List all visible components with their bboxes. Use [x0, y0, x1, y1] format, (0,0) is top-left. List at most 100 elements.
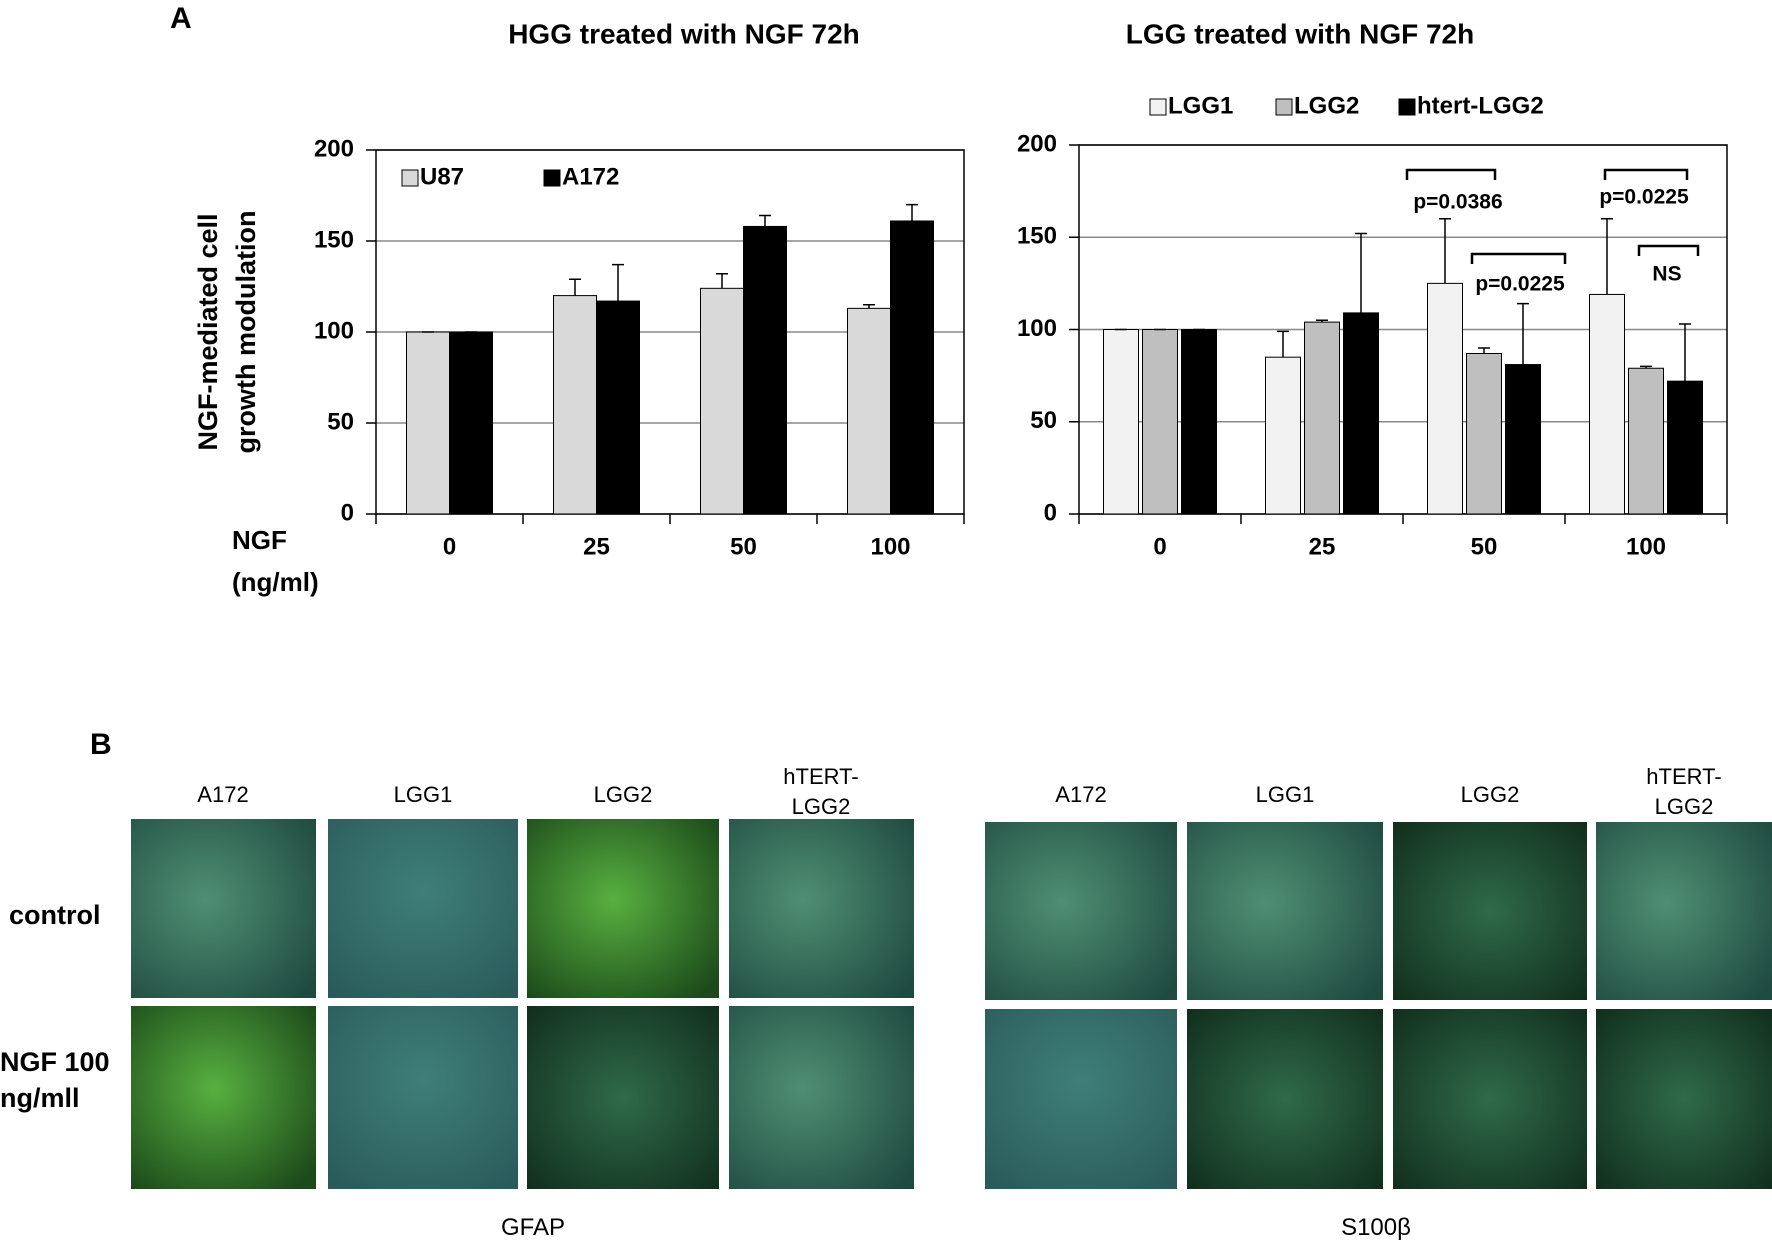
micrograph	[328, 819, 518, 998]
error-bar	[1355, 232, 1367, 313]
y-tick-label: 100	[1017, 315, 1057, 342]
y-axis-label: NGF-mediated cell	[193, 213, 223, 450]
bar	[1589, 293, 1625, 515]
micrograph	[729, 1006, 914, 1189]
x-tick-label: 25	[583, 533, 610, 560]
error-bar	[906, 203, 918, 221]
error-bar	[716, 273, 728, 289]
bar	[1181, 329, 1217, 515]
bar	[553, 295, 597, 515]
panel-label: B	[90, 728, 112, 761]
y-tick-label: 100	[314, 317, 354, 344]
y-tick-label: 200	[1017, 130, 1057, 157]
y-tick-label: 150	[1017, 223, 1057, 250]
legend-swatch	[1149, 98, 1167, 116]
bar	[449, 331, 493, 515]
bar	[1343, 312, 1379, 515]
y-tick-label: 50	[327, 408, 354, 435]
chart-title: HGG treated with NGF 72h	[508, 18, 860, 49]
bar	[1304, 321, 1340, 515]
column-label: LGG2	[1460, 782, 1520, 807]
y-tick-label: 150	[314, 226, 354, 253]
x-tick-label: 0	[443, 533, 456, 560]
row-label: NGF 100 ng/mll	[0, 1047, 110, 1113]
x-axis-label: NGF	[232, 525, 287, 555]
bar	[847, 307, 891, 515]
bar	[743, 225, 787, 515]
row-label: control	[9, 900, 101, 930]
significance-bracket	[1405, 168, 1497, 180]
micrographs	[131, 819, 1772, 1189]
legend-swatch	[401, 169, 419, 187]
bar	[890, 220, 934, 515]
legend-swatch	[1398, 98, 1416, 116]
column-label: LGG2	[593, 782, 653, 807]
micrograph	[729, 819, 914, 998]
error-bar	[1679, 323, 1691, 382]
micrograph	[1187, 822, 1383, 1000]
column-label: hTERT-LGG2	[783, 764, 859, 819]
bar	[596, 300, 640, 515]
annotation: p=0.0225	[1475, 273, 1565, 296]
bar	[700, 287, 744, 515]
significance-bracket	[1603, 168, 1689, 180]
legend-label: U87	[420, 163, 464, 190]
bar	[1628, 367, 1664, 515]
significance-bracket	[1637, 244, 1700, 256]
stain-label: S100β	[1341, 1214, 1411, 1241]
y-tick-label: 0	[341, 499, 354, 526]
micrograph	[1393, 1009, 1587, 1189]
micrograph	[1596, 822, 1772, 1000]
x-tick-label: 50	[1471, 533, 1498, 560]
panel-label: A	[170, 2, 192, 35]
error-bar	[1601, 218, 1613, 295]
bar	[406, 331, 450, 515]
column-label: LGG1	[393, 782, 453, 807]
x-axis-label: (ng/ml)	[232, 567, 319, 597]
column-label: LGG1	[1255, 782, 1315, 807]
micrograph	[1187, 1009, 1383, 1189]
micrograph	[527, 1006, 719, 1189]
x-tick-label: 100	[1626, 533, 1666, 560]
micrograph	[985, 822, 1177, 1000]
column-label: A172	[1055, 782, 1107, 807]
column-label: hTERT-LGG2	[1646, 764, 1722, 819]
error-bar	[1478, 347, 1490, 354]
micrograph	[131, 819, 316, 998]
legend-label: A172	[562, 163, 619, 190]
x-tick-label: 100	[870, 533, 910, 560]
micrograph	[527, 819, 719, 998]
annotation: p=0.0225	[1599, 186, 1689, 209]
micrograph	[1393, 822, 1587, 1000]
x-tick-label: 50	[730, 533, 757, 560]
bar	[1103, 329, 1139, 515]
y-tick-label: 200	[314, 135, 354, 162]
error-bar	[569, 278, 581, 296]
annotation: NS	[1652, 263, 1681, 286]
bar	[1142, 329, 1178, 515]
bar	[1466, 352, 1502, 515]
annotation: p=0.0386	[1413, 191, 1502, 214]
x-tick-label: 0	[1153, 533, 1166, 560]
bar	[1265, 356, 1301, 515]
micrograph	[1596, 1009, 1772, 1189]
stain-label: GFAP	[500, 1214, 566, 1241]
legend-swatch	[1275, 98, 1293, 116]
y-tick-label: 0	[1044, 499, 1057, 526]
error-bar	[612, 263, 624, 302]
x-tick-label: 25	[1309, 533, 1336, 560]
micrograph	[131, 1006, 316, 1189]
chart-title: LGG treated with NGF 72h	[1126, 18, 1474, 49]
legend-label: htert-LGG2	[1417, 92, 1544, 119]
legend-label: LGG2	[1294, 92, 1359, 119]
legend-swatch	[543, 169, 561, 187]
significance-bracket	[1470, 252, 1567, 264]
bar	[1667, 380, 1703, 515]
y-axis-label: growth modulation	[231, 211, 261, 454]
micrograph	[985, 1009, 1177, 1189]
legend-label: LGG1	[1168, 92, 1233, 119]
error-bar	[1517, 302, 1529, 365]
error-bar	[759, 214, 771, 227]
y-tick-label: 50	[1030, 407, 1057, 434]
